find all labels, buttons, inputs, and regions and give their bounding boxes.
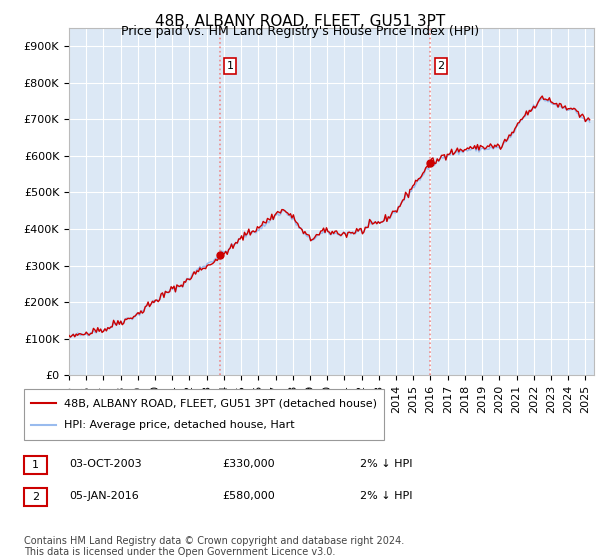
Text: HPI: Average price, detached house, Hart: HPI: Average price, detached house, Hart bbox=[64, 421, 294, 431]
Text: 05-JAN-2016: 05-JAN-2016 bbox=[69, 491, 139, 501]
FancyBboxPatch shape bbox=[24, 488, 47, 506]
Text: 03-OCT-2003: 03-OCT-2003 bbox=[69, 459, 142, 469]
Text: 2: 2 bbox=[437, 61, 445, 71]
Text: Contains HM Land Registry data © Crown copyright and database right 2024.
This d: Contains HM Land Registry data © Crown c… bbox=[24, 535, 404, 557]
Text: 48B, ALBANY ROAD, FLEET, GU51 3PT: 48B, ALBANY ROAD, FLEET, GU51 3PT bbox=[155, 14, 445, 29]
Text: £330,000: £330,000 bbox=[222, 459, 275, 469]
Text: 2: 2 bbox=[32, 492, 39, 502]
Text: 2% ↓ HPI: 2% ↓ HPI bbox=[360, 491, 413, 501]
FancyBboxPatch shape bbox=[24, 389, 384, 440]
Text: Price paid vs. HM Land Registry's House Price Index (HPI): Price paid vs. HM Land Registry's House … bbox=[121, 25, 479, 38]
Text: 1: 1 bbox=[32, 460, 39, 470]
Text: 48B, ALBANY ROAD, FLEET, GU51 3PT (detached house): 48B, ALBANY ROAD, FLEET, GU51 3PT (detac… bbox=[64, 398, 377, 408]
FancyBboxPatch shape bbox=[24, 456, 47, 474]
Text: £580,000: £580,000 bbox=[222, 491, 275, 501]
Text: 2% ↓ HPI: 2% ↓ HPI bbox=[360, 459, 413, 469]
Text: 1: 1 bbox=[227, 61, 233, 71]
